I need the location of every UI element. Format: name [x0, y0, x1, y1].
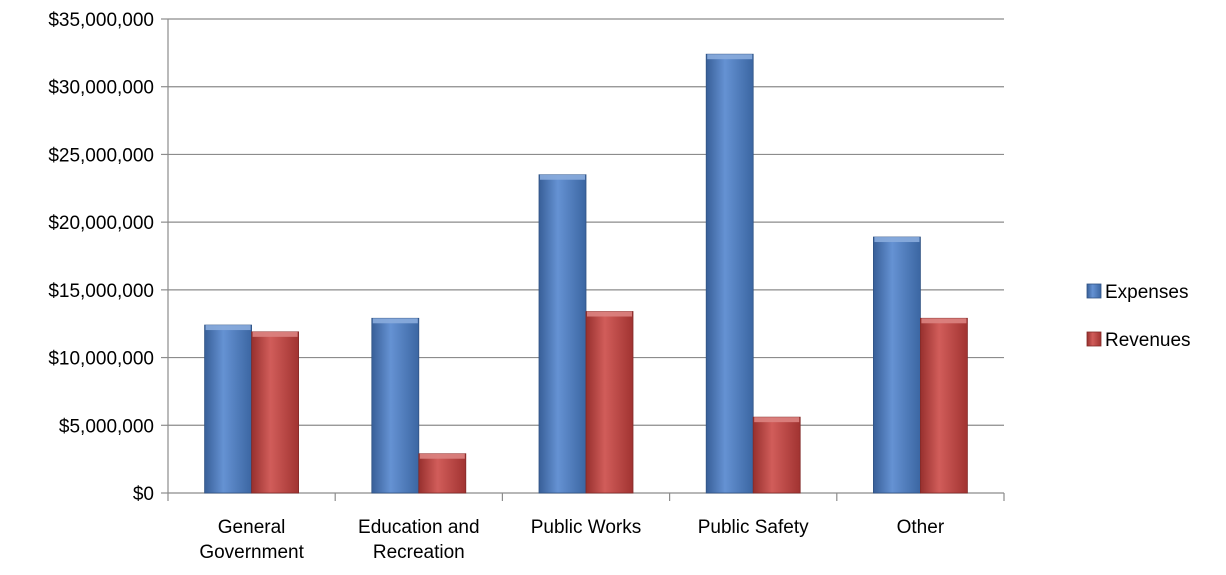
legend: Expenses Revenues: [1086, 282, 1191, 351]
bar-top-highlight: [754, 417, 800, 423]
bar-expenses: [873, 236, 921, 494]
legend-swatch-expenses: [1086, 283, 1102, 299]
y-tick-label: $20,000,000: [48, 213, 154, 234]
bar-expenses: [705, 53, 754, 494]
bar-revenues: [585, 311, 634, 494]
bar-top-highlight: [921, 318, 967, 324]
y-tick-label: $35,000,000: [48, 10, 154, 31]
y-tick-label: $15,000,000: [48, 281, 154, 302]
x-tick-label: Education and: [358, 517, 480, 538]
x-tick-label: General: [218, 517, 286, 538]
y-axis: $0 $5,000,000 $10,000,000 $15,000,000 $20,00…: [48, 10, 169, 505]
y-tick-label: $25,000,000: [48, 145, 154, 166]
y-tick-label: $10,000,000: [48, 349, 154, 370]
x-tick-label: Public Safety: [698, 517, 809, 538]
x-axis: General Government Education and Recreation…: [167, 492, 1005, 563]
x-tick-label: Other: [897, 517, 945, 538]
bar-top-highlight: [372, 318, 418, 324]
bar-top-highlight: [874, 237, 920, 243]
bar-expenses: [371, 317, 420, 494]
x-tick-label: Public Works: [531, 517, 642, 538]
bar-top-highlight: [419, 453, 465, 459]
bar-revenues: [920, 317, 968, 494]
bar-expenses: [204, 324, 253, 494]
legend-swatch-revenues: [1086, 331, 1102, 347]
bar-top-highlight: [707, 54, 753, 60]
y-tick-label: $0: [133, 484, 154, 505]
bar-revenues: [418, 453, 467, 494]
bar-revenues: [752, 416, 801, 494]
bars: [204, 53, 968, 494]
legend-label-expenses: Expenses: [1105, 282, 1188, 303]
y-tick-label: $5,000,000: [59, 416, 154, 437]
bar-revenues: [251, 331, 300, 494]
bar-top-highlight: [540, 174, 585, 180]
x-tick-label: Recreation: [373, 542, 465, 563]
legend-label-revenues: Revenues: [1105, 330, 1191, 351]
bar-top-highlight: [205, 325, 251, 331]
bar-expenses: [538, 174, 587, 494]
bar-top-highlight: [252, 331, 298, 337]
y-tick-label: $30,000,000: [48, 78, 154, 99]
x-tick-label: Government: [199, 542, 304, 563]
bar-top-highlight: [587, 311, 632, 317]
